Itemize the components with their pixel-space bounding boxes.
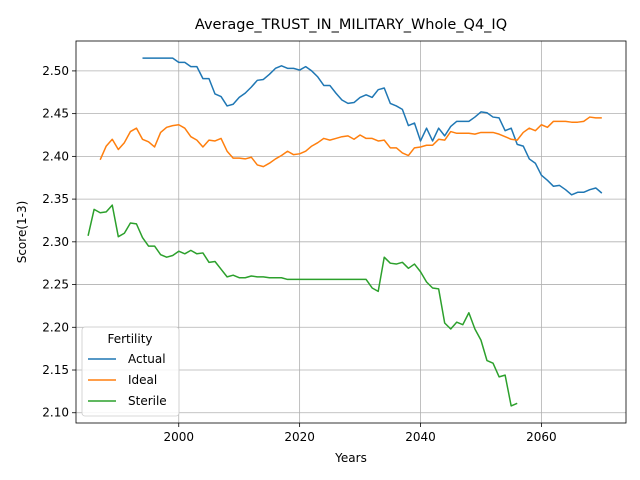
y-tick-label: 2.25 [42, 278, 69, 292]
series-lines [87, 57, 603, 407]
y-tick-label: 2.35 [42, 192, 69, 206]
x-tick-label: 2060 [526, 430, 557, 444]
legend-label-ideal: Ideal [128, 373, 157, 387]
legend-label-actual: Actual [128, 352, 166, 366]
legend-label-sterile: Sterile [128, 394, 167, 408]
grid [76, 41, 626, 423]
y-tick-label: 2.40 [42, 149, 69, 163]
x-axis-label: Years [334, 451, 367, 465]
legend-box [81, 326, 180, 417]
x-tick-label: 2040 [405, 430, 436, 444]
chart-title: Average_TRUST_IN_MILITARY_Whole_Q4_IQ [195, 17, 507, 33]
legend: Fertility Actual Ideal Sterile [81, 326, 180, 417]
series-line-actual [142, 57, 603, 196]
x-tick-label: 2020 [284, 430, 315, 444]
y-tick-label: 2.30 [42, 235, 69, 249]
axis-ticks: 2000 2020 2040 2060 2.10 2.15 2.20 2.25 2.30 2.35… [42, 64, 556, 444]
legend-title: Fertility [107, 332, 152, 346]
plot-frame [75, 40, 627, 424]
series-line-ideal [99, 116, 602, 168]
y-tick-label: 2.45 [42, 107, 69, 121]
x-tick-label: 2000 [163, 430, 194, 444]
y-tick-label: 2.50 [42, 64, 69, 78]
series-line-sterile [87, 204, 518, 407]
y-tick-label: 2.20 [42, 320, 69, 334]
y-tick-label: 2.10 [42, 406, 69, 420]
y-tick-label: 2.15 [42, 363, 69, 377]
legend-entries: Actual Ideal Sterile [88, 352, 167, 408]
y-axis-label: Score(1-3) [15, 201, 29, 264]
